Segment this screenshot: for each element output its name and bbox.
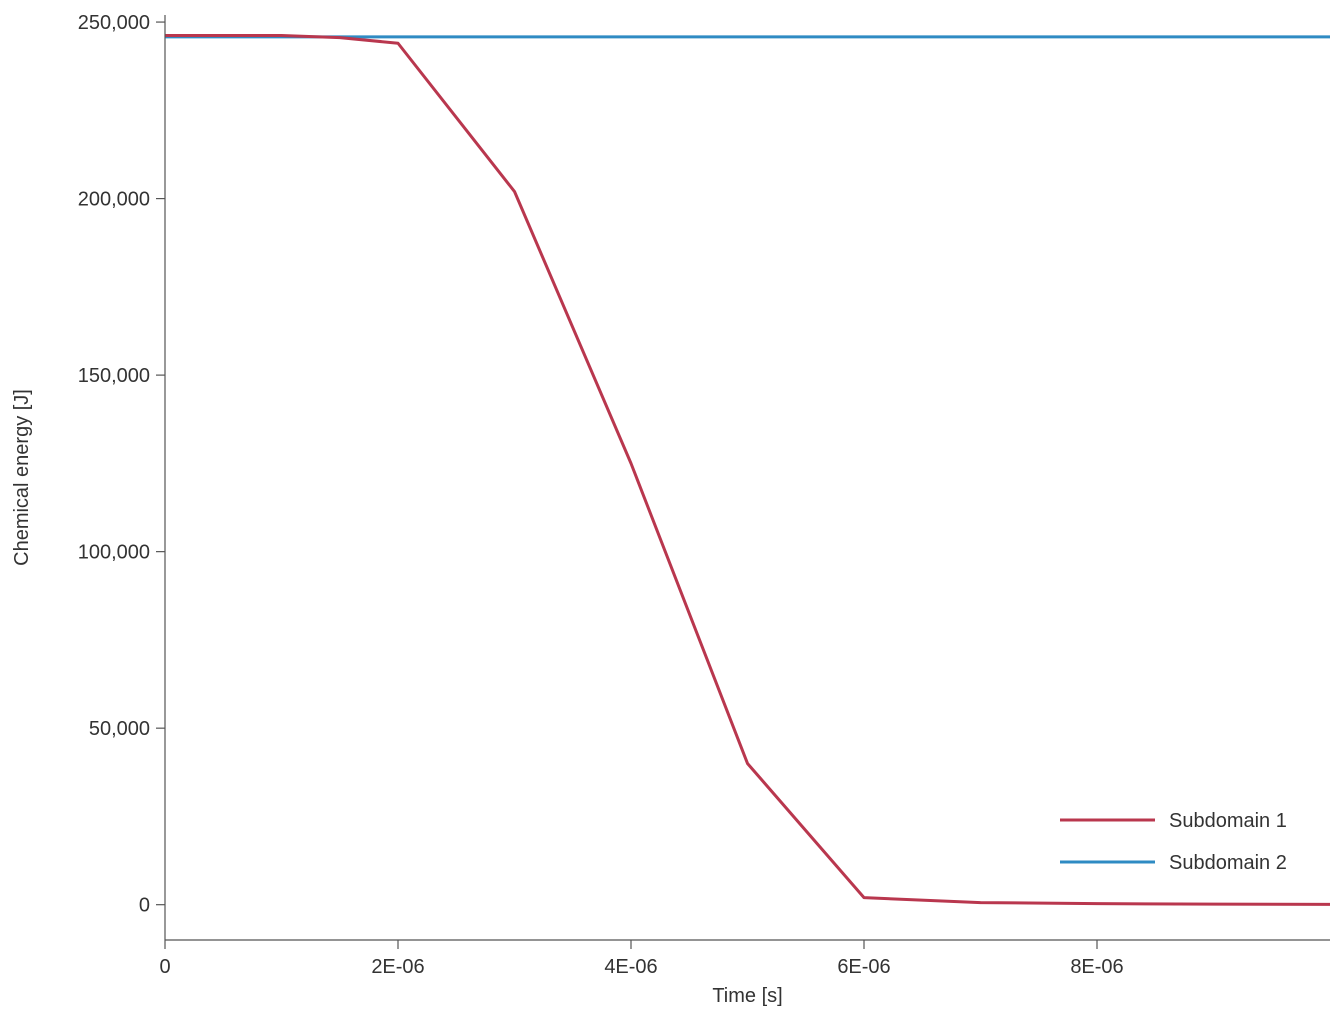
x-tick-label: 4E-06 [604, 956, 657, 978]
x-tick-label: 0 [159, 956, 170, 978]
x-axis-label: Time [s] [712, 985, 782, 1007]
y-tick-label: 50,000 [89, 718, 150, 740]
y-tick-label: 100,000 [78, 542, 150, 564]
legend-label: Subdomain 2 [1169, 852, 1287, 874]
x-tick-label: 8E-06 [1070, 956, 1123, 978]
chart-container: 0 2E-06 4E-06 6E-06 8E-06 Time [s] 0 50,000 100,… [0, 0, 1339, 1024]
y-tick-label: 250,000 [78, 12, 150, 34]
x-tick-label: 6E-06 [837, 956, 890, 978]
chemical-energy-chart: 0 2E-06 4E-06 6E-06 8E-06 Time [s] 0 50,000 100,… [0, 0, 1339, 1024]
plot-background [0, 0, 1339, 1024]
x-tick-label: 2E-06 [371, 956, 424, 978]
legend-label: Subdomain 1 [1169, 810, 1287, 832]
y-tick-label: 0 [139, 895, 150, 917]
y-tick-label: 150,000 [78, 365, 150, 387]
y-tick-label: 200,000 [78, 189, 150, 211]
y-axis-label: Chemical energy [J] [11, 389, 33, 566]
